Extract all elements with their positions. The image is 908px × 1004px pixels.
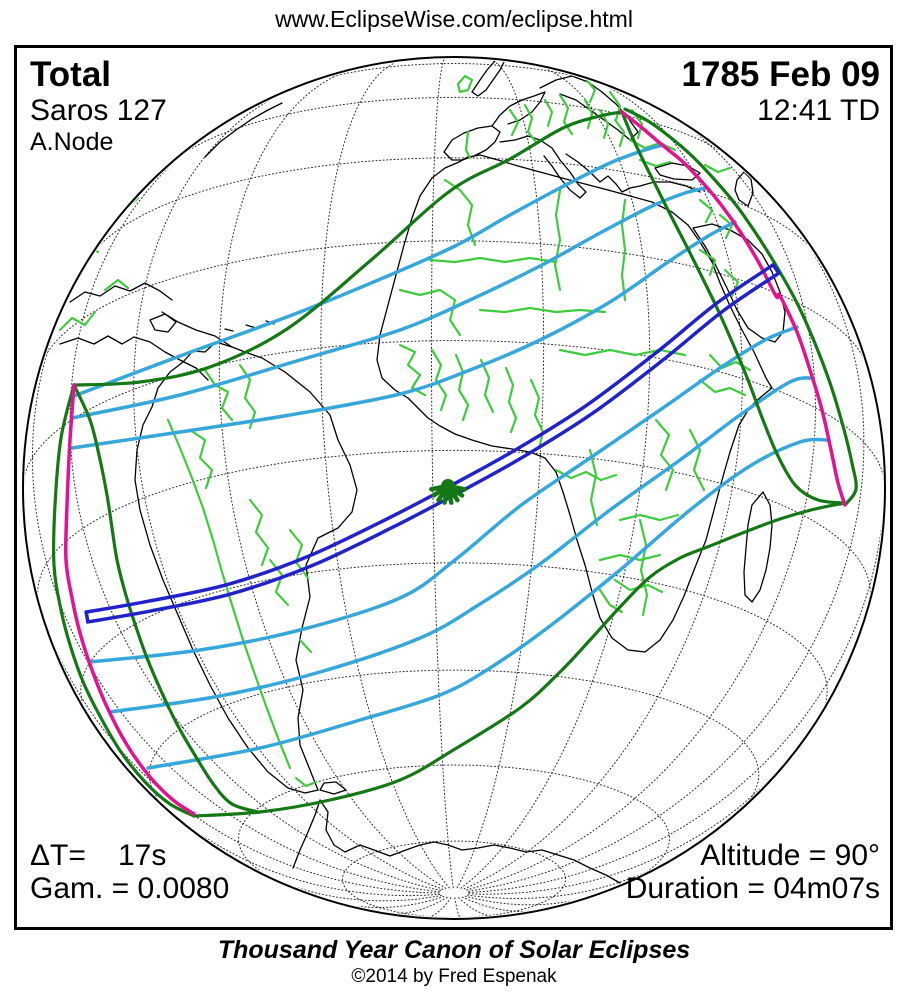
eclipse-stats-left: ΔT= 17s Gam. = 0.0080 <box>30 839 229 906</box>
eclipse-type-label: Total <box>30 55 112 94</box>
copyright: ©2014 by Fred Espenak <box>351 966 557 987</box>
canon-title: Thousand Year Canon of Solar Eclipses <box>217 936 691 964</box>
node-label: A.Node <box>30 127 114 156</box>
gamma-value: Gam. = 0.0080 <box>30 872 230 906</box>
duration-value: Duration = 04m07s <box>625 872 880 906</box>
delta-t-value: 17s <box>118 838 167 872</box>
saros-label: Saros 127 <box>30 94 167 128</box>
delta-t-label: ΔT= <box>30 838 86 872</box>
eclipse-stats-right: Altitude = 90° Duration = 04m07s <box>626 839 880 906</box>
delta-t-row: ΔT= 17s <box>30 839 229 873</box>
eclipse-time: 12:41 TD <box>757 94 880 128</box>
map-frame <box>14 45 893 930</box>
eclipse-date-block: 1785 Feb 09 12:41 TD <box>682 55 880 128</box>
site-url: www.EclipseWise.com/eclipse.html <box>275 6 633 32</box>
altitude-value: Altitude = 90° <box>700 838 880 872</box>
eclipse-date: 1785 Feb 09 <box>681 55 880 94</box>
eclipse-type-block: Total Saros 127 A.Node <box>30 55 167 156</box>
